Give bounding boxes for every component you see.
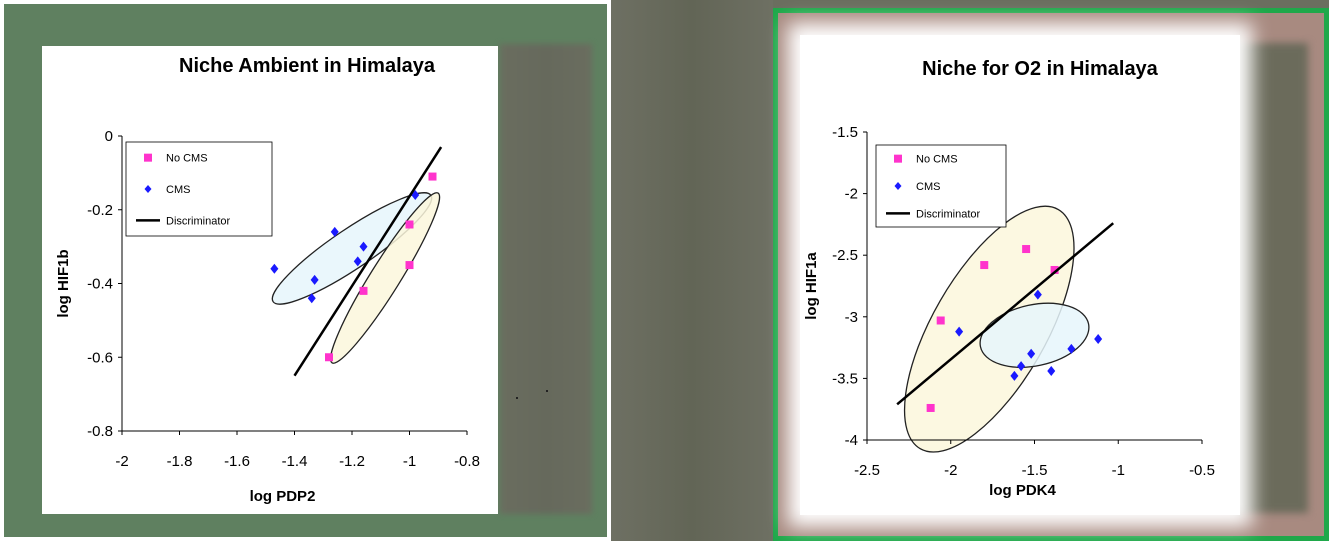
no-cms-ellipse — [329, 192, 441, 364]
x-tick-label: -1.2 — [339, 453, 365, 470]
x-tick-label: -0.5 — [1189, 462, 1215, 479]
cms-point — [1067, 343, 1076, 354]
y-tick-label: -3 — [845, 309, 858, 326]
cms-point — [1027, 348, 1036, 359]
x-tick-label: -1.8 — [167, 453, 193, 470]
x-tick-label: -1.5 — [1022, 462, 1048, 479]
x-tick-label: -2 — [115, 453, 128, 470]
middle-gap-panel — [611, 0, 773, 541]
cms-point — [1010, 370, 1019, 381]
y-tick-label: -1.5 — [832, 124, 858, 141]
legend-label: CMS — [916, 181, 940, 193]
x-tick-label: -0.8 — [454, 453, 480, 470]
no-cms-point — [936, 316, 945, 325]
cms-point — [1017, 361, 1026, 372]
chart-ambient: Niche Ambient in Himalaya 0 -0.2 -0.4 -0.6 -0… — [55, 55, 480, 505]
left-chart-panel: Niche Ambient in Himalaya 0 -0.2 -0.4 -0.6 -0… — [0, 0, 611, 541]
y-tick-label: -2.5 — [832, 247, 858, 264]
cms-point — [1094, 333, 1103, 344]
y-tick-label: -2 — [845, 186, 858, 203]
cms-point — [1033, 289, 1042, 300]
x-tick-label: -1 — [403, 453, 416, 470]
x-tick-label: -1.6 — [224, 453, 250, 470]
y-tick-label: -0.8 — [87, 423, 113, 440]
y-axis-label: log HIF1a — [803, 252, 820, 320]
chart-card-o2: Niche for O2 in Himalaya -1.5 -2 -2.5 -3 -3.5… — [800, 35, 1240, 515]
y-tick-label: 0 — [105, 128, 113, 145]
x-axis-label: log PDP2 — [250, 488, 316, 505]
y-tick-label: -0.2 — [87, 202, 113, 219]
cms-point — [1047, 366, 1056, 377]
x-tick-label: -1.4 — [282, 453, 308, 470]
no-cms-point — [980, 261, 989, 270]
cms-point — [353, 256, 362, 267]
chart-title: Niche Ambient in Himalaya — [179, 55, 436, 77]
legend-cms-marker — [144, 185, 152, 193]
x-tick-label: -1 — [1112, 462, 1125, 479]
cms-ellipse — [979, 302, 1090, 368]
cms-point — [330, 226, 339, 237]
y-tick-label: -0.6 — [87, 349, 113, 366]
cms-point — [359, 241, 368, 252]
cms-point — [307, 293, 316, 304]
chart-o2: Niche for O2 in Himalaya -1.5 -2 -2.5 -3 -3.5… — [803, 58, 1215, 499]
right-chart-panel: Niche for O2 in Himalaya -1.5 -2 -2.5 -3 -3.5… — [773, 8, 1329, 541]
no-cms-point — [428, 172, 437, 181]
no-cms-point — [405, 261, 414, 270]
chart-title: Niche for O2 in Himalaya — [922, 58, 1159, 80]
y-tick-label: -3.5 — [832, 370, 858, 387]
x-tick-label: -2.5 — [854, 462, 880, 479]
stray-dot — [516, 397, 518, 399]
chart-card-ambient: Niche Ambient in Himalaya 0 -0.2 -0.4 -0.6 -0… — [42, 46, 498, 514]
discriminator-line — [293, 146, 443, 377]
x-axis-label: log PDK4 — [989, 482, 1056, 499]
legend-label: CMS — [166, 184, 190, 196]
no-cms-point — [1050, 265, 1059, 274]
no-cms-point — [1022, 245, 1031, 254]
left-panel-shadow — [500, 44, 592, 514]
cms-point — [310, 274, 319, 285]
legend-label: Discriminator — [916, 208, 981, 220]
x-tick-label: -2 — [944, 462, 957, 479]
stray-dot — [546, 390, 548, 392]
discriminator-line — [896, 222, 1115, 406]
y-axis-label: log HIF1b — [55, 249, 72, 317]
legend-no-cms-marker — [144, 153, 152, 162]
legend-label: No CMS — [166, 153, 208, 165]
legend-label: Discriminator — [166, 215, 231, 227]
legend-cms-marker — [894, 182, 902, 190]
y-tick-label: -0.4 — [87, 276, 113, 293]
no-cms-point — [405, 220, 414, 229]
cms-point — [270, 263, 279, 274]
cms-point — [955, 326, 964, 337]
y-tick-label: -4 — [845, 432, 858, 449]
no-cms-point — [359, 286, 368, 295]
legend-label: No CMS — [916, 154, 958, 166]
legend-no-cms-marker — [894, 154, 902, 163]
right-panel-shadow — [1230, 43, 1308, 513]
no-cms-point — [926, 403, 935, 412]
no-cms-point — [325, 353, 333, 362]
